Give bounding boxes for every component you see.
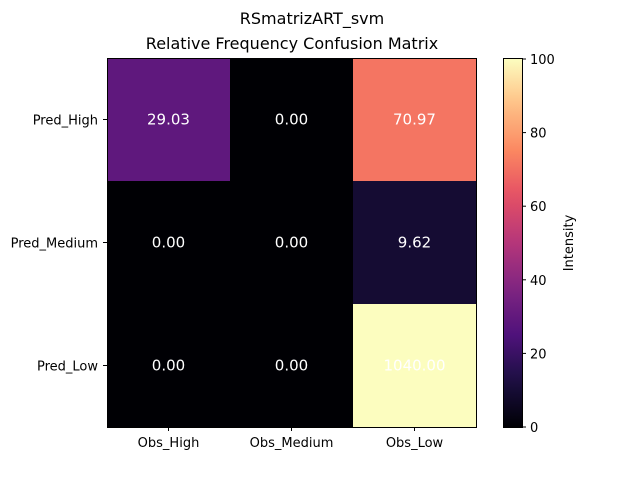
chart-title: RSmatrizART_svm	[240, 9, 384, 29]
heatmap-cell	[353, 58, 477, 182]
colorbar-frame	[503, 58, 523, 428]
cell-value-label: 0.00	[275, 111, 308, 129]
heatmap-cell	[107, 58, 231, 182]
cell-value-label: 70.97	[393, 111, 436, 129]
x-tick-label: Obs_Medium	[250, 436, 334, 451]
heatmap-cell	[230, 304, 354, 428]
heatmap-cell	[107, 181, 231, 305]
heatmap-cell	[230, 181, 354, 305]
cell-value-label: 29.03	[147, 111, 190, 129]
cell-value-label: 0.00	[275, 357, 308, 375]
heatmap-cells	[107, 58, 477, 428]
x-tick-label: Obs_High	[138, 436, 200, 451]
heatmap-cell	[353, 181, 477, 305]
x-axis: Obs_High Obs_Medium Obs_Low	[138, 427, 444, 451]
cell-value-label: 1040.00	[383, 357, 445, 375]
colorbar-tick-label: 40	[530, 274, 547, 289]
colorbar-tick-label: 0	[530, 421, 538, 436]
cell-value-label: 0.00	[152, 357, 185, 375]
colorbar-ticks: 0 20 40 60 80 100	[522, 53, 555, 436]
cell-value-label: 0.00	[275, 234, 308, 252]
heatmap-cell	[230, 58, 354, 182]
colorbar-tick-label: 80	[530, 127, 547, 142]
heatmap-cell	[107, 304, 231, 428]
colorbar-label: Intensity	[562, 214, 577, 271]
cell-value-label: 9.62	[398, 234, 431, 252]
colorbar-tick-label: 20	[530, 347, 547, 362]
y-axis: Pred_High Pred_Medium Pred_Low	[11, 114, 107, 375]
y-tick-label: Pred_Medium	[11, 237, 98, 252]
heatmap-cell	[353, 304, 477, 428]
y-tick-label: Pred_Low	[37, 360, 98, 375]
y-tick-label: Pred_High	[33, 114, 98, 129]
cell-labels: 29.03 0.00 70.97 0.00 0.00 9.62 0.00 0.00 1040.0…	[147, 111, 445, 375]
colorbar-tick-label: 60	[530, 200, 547, 215]
colorbar-tick-label: 100	[530, 53, 555, 68]
chart-subtitle: Relative Frequency Confusion Matrix	[146, 34, 438, 53]
colorbar	[503, 59, 522, 427]
cell-value-label: 0.00	[152, 234, 185, 252]
x-tick-label: Obs_Low	[386, 436, 444, 451]
